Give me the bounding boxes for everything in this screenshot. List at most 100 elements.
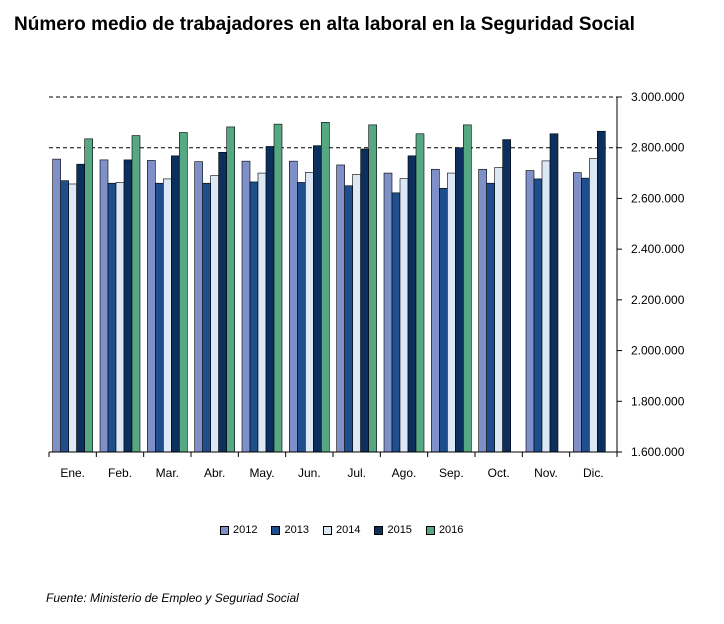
bar-2015-5: [313, 145, 322, 453]
bar-2016-3: [226, 126, 235, 453]
legend-label: 2014: [335, 524, 361, 536]
bar-2014-11: [589, 158, 598, 453]
x-tick-label: Sep.: [439, 466, 464, 480]
x-tick-labels: Ene. Feb. Mar. Abr. May. Jun. Jul. Ago. Sep. Oct.…: [60, 466, 603, 480]
bar-2015-11: [597, 130, 606, 453]
bar-2016-2: [179, 132, 188, 453]
bar-2013-0: [60, 180, 69, 453]
bar-2015-2: [171, 155, 180, 453]
y-tick-label: 2.400.000: [631, 242, 685, 256]
bar-2016-6: [368, 124, 377, 453]
bar-2015-1: [123, 159, 133, 453]
bar-2013-3: [202, 182, 211, 453]
x-tick-label: Mar.: [156, 466, 179, 480]
bar-2014-2: [163, 178, 172, 453]
legend-swatch: [322, 525, 332, 535]
x-tick-label: Jul.: [347, 466, 366, 480]
chart-title: Número medio de trabajadores en alta lab…: [14, 14, 635, 35]
bar-2012-5: [289, 160, 298, 453]
bar-2015-9: [502, 139, 511, 453]
bar-2013-10: [533, 178, 543, 453]
bars: [52, 122, 606, 453]
bar-2013-7: [391, 192, 401, 453]
bar-2013-5: [297, 182, 306, 453]
bar-2013-4: [249, 181, 259, 453]
x-tick-label: Jun.: [298, 466, 321, 480]
bar-2016-7: [415, 133, 425, 453]
bar-2012-4: [241, 160, 251, 453]
bar-2016-4: [273, 123, 283, 453]
bar-2014-5: [305, 172, 314, 453]
legend: 2012 2013 2014 2015 2016: [220, 524, 463, 536]
x-tick-label: Abr.: [204, 466, 225, 480]
bar-2014-8: [447, 172, 456, 453]
x-tick-label: May.: [249, 466, 274, 480]
x-tick-label: Ago.: [392, 466, 417, 480]
bar-2013-2: [155, 182, 164, 453]
bar-2014-6: [352, 174, 361, 453]
bar-2015-0: [76, 163, 85, 453]
axes: [48, 96, 622, 457]
bar-2012-7: [383, 172, 393, 453]
legend-label: 2012: [233, 524, 258, 536]
bar-chart: 3.000.000 2.800.000 2.600.000 2.400.000 2.20…: [48, 90, 685, 480]
y-tick-label: 2.800.000: [631, 141, 685, 155]
legend-item-2015: 2015: [374, 524, 412, 536]
x-tick-label: Dic.: [583, 466, 604, 480]
legend-label: 2013: [284, 524, 309, 536]
y-tick-label: 3.000.000: [631, 90, 685, 104]
bar-2014-10: [541, 160, 551, 453]
bar-2015-3: [218, 151, 227, 453]
bar-2012-6: [336, 164, 345, 453]
bar-2012-10: [525, 170, 535, 453]
legend-item-2012: 2012: [220, 524, 257, 536]
bar-2016-0: [84, 138, 93, 453]
bar-2014-9: [494, 167, 503, 453]
bar-2013-1: [107, 182, 117, 453]
bar-2016-1: [131, 135, 141, 453]
source-note: Fuente: Ministerio de Empleo y Seguriad …: [46, 591, 299, 605]
legend-item-2014: 2014: [322, 524, 361, 536]
x-tick-label: Nov.: [534, 466, 558, 480]
legend-label: 2015: [387, 524, 412, 536]
legend-item-2013: 2013: [271, 524, 309, 536]
bar-2012-9: [478, 168, 487, 453]
legend-label: 2016: [438, 524, 464, 536]
legend-swatch: [374, 525, 384, 535]
y-tick-label: 2.000.000: [631, 344, 685, 358]
legend-swatch: [220, 525, 229, 535]
bar-2012-2: [147, 160, 156, 453]
bar-2013-6: [344, 185, 353, 453]
bar-2016-5: [321, 122, 330, 453]
y-tick-label: 1.800.000: [631, 394, 685, 408]
bar-2014-1: [115, 182, 125, 453]
legend-swatch: [271, 525, 281, 535]
bar-2012-1: [99, 159, 109, 453]
bar-2012-3: [194, 161, 203, 453]
x-tick-label: Feb.: [108, 466, 132, 480]
bar-2013-8: [439, 187, 448, 453]
bar-2015-10: [549, 133, 559, 453]
bar-2013-11: [581, 177, 590, 453]
bar-2014-3: [210, 175, 219, 453]
legend-swatch: [425, 525, 435, 535]
bar-2012-0: [52, 158, 61, 453]
bar-2015-6: [360, 148, 369, 453]
bar-2016-8: [463, 124, 472, 453]
y-tick-labels: 3.000.000 2.800.000 2.600.000 2.400.000 2.20…: [631, 90, 685, 459]
bar-2012-8: [431, 168, 440, 453]
gridlines: [49, 96, 617, 149]
bar-2014-0: [68, 183, 77, 453]
y-tick-label: 2.200.000: [631, 293, 685, 307]
bar-2013-9: [486, 182, 495, 453]
bar-2014-7: [399, 178, 409, 453]
y-tick-label: 1.600.000: [631, 445, 685, 459]
x-tick-label: Ene.: [60, 466, 85, 480]
y-tick-label: 2.600.000: [631, 191, 685, 205]
bar-2015-8: [455, 147, 464, 453]
legend-item-2016: 2016: [425, 524, 464, 536]
bar-2015-7: [407, 155, 417, 453]
bar-2015-4: [265, 146, 275, 453]
bar-2012-11: [573, 172, 582, 453]
bar-2014-4: [257, 172, 267, 453]
